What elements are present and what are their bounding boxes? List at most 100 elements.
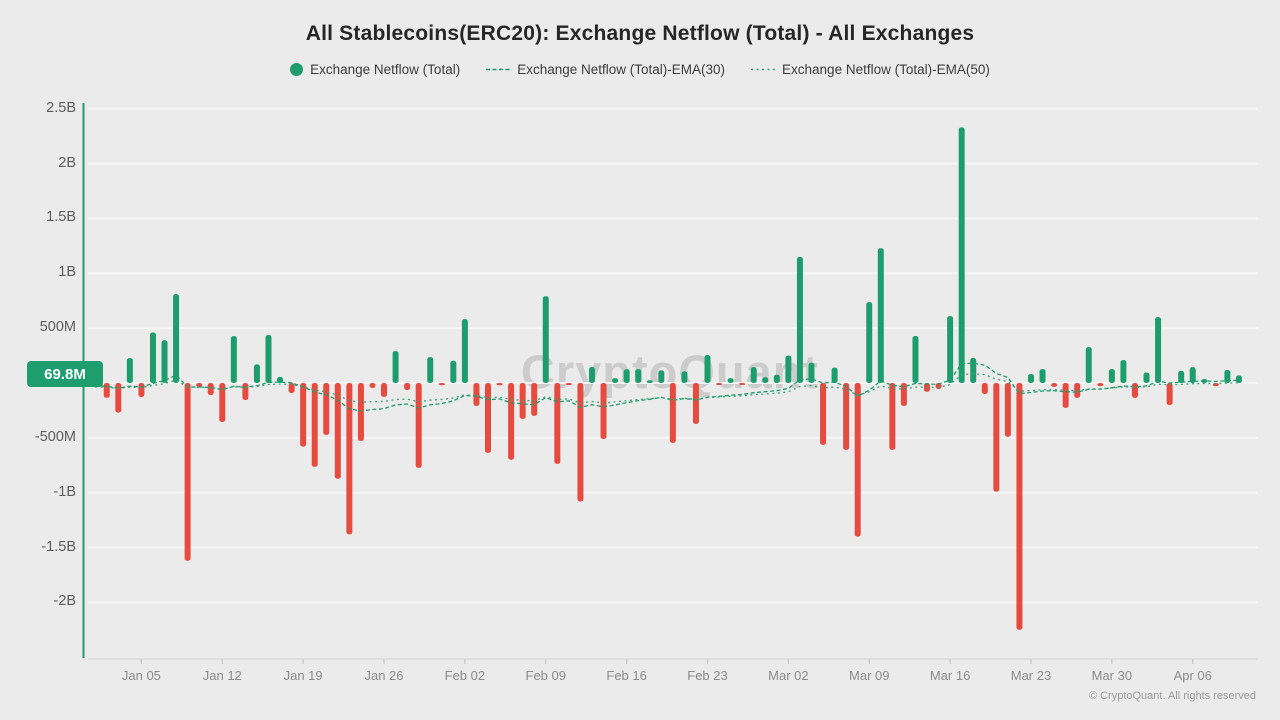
- netflow-bar[interactable]: [843, 383, 850, 450]
- netflow-bar[interactable]: [450, 360, 457, 383]
- netflow-bar[interactable]: [612, 378, 619, 383]
- netflow-bar[interactable]: [508, 383, 515, 460]
- netflow-bar[interactable]: [658, 370, 665, 383]
- y-tick-label: -2B: [53, 593, 76, 610]
- netflow-bar[interactable]: [126, 358, 133, 383]
- netflow-bar[interactable]: [1166, 383, 1173, 405]
- netflow-bar[interactable]: [912, 336, 919, 383]
- netflow-bar[interactable]: [785, 355, 792, 383]
- netflow-bar[interactable]: [866, 302, 873, 383]
- netflow-bar[interactable]: [357, 383, 364, 441]
- netflow-bar[interactable]: [1120, 360, 1127, 383]
- netflow-bar[interactable]: [1143, 372, 1150, 383]
- netflow-bar[interactable]: [958, 127, 965, 383]
- netflow-bar[interactable]: [831, 367, 838, 383]
- netflow-bar[interactable]: [681, 371, 688, 383]
- netflow-bar[interactable]: [704, 355, 711, 383]
- netflow-bar[interactable]: [138, 383, 145, 398]
- netflow-bar[interactable]: [346, 383, 353, 535]
- netflow-bar[interactable]: [635, 369, 642, 383]
- netflow-bar[interactable]: [542, 296, 549, 383]
- legend-item-ema30[interactable]: Exchange Netflow (Total)-EMA(30): [486, 62, 725, 77]
- netflow-bar[interactable]: [115, 383, 122, 413]
- netflow-bar[interactable]: [854, 383, 861, 537]
- netflow-bar[interactable]: [323, 383, 330, 435]
- netflow-bar[interactable]: [207, 383, 214, 396]
- netflow-bar[interactable]: [993, 383, 1000, 492]
- netflow-bar[interactable]: [1051, 383, 1058, 387]
- netflow-bar[interactable]: [392, 351, 399, 383]
- netflow-bar[interactable]: [219, 383, 226, 422]
- netflow-bar[interactable]: [1212, 383, 1219, 387]
- netflow-bar[interactable]: [820, 383, 827, 445]
- netflow-bar[interactable]: [1027, 374, 1034, 383]
- netflow-bar[interactable]: [485, 383, 492, 453]
- netflow-bar[interactable]: [438, 383, 445, 386]
- netflow-bar[interactable]: [230, 336, 237, 383]
- netflow-bar[interactable]: [981, 383, 988, 394]
- legend-item-netflow[interactable]: Exchange Netflow (Total): [290, 62, 460, 77]
- netflow-bar[interactable]: [750, 367, 757, 383]
- netflow-bar[interactable]: [1155, 317, 1162, 383]
- netflow-bar[interactable]: [1189, 367, 1196, 383]
- netflow-bar[interactable]: [1004, 383, 1011, 437]
- netflow-bar[interactable]: [381, 383, 388, 397]
- legend-item-ema50[interactable]: Exchange Netflow (Total)-EMA(50): [751, 62, 990, 77]
- netflow-bar[interactable]: [1235, 375, 1242, 383]
- netflow-bar[interactable]: [461, 319, 468, 383]
- netflow-bar[interactable]: [600, 383, 607, 439]
- latest-value-badge: 69.8M: [27, 361, 103, 387]
- netflow-bar[interactable]: [796, 256, 803, 383]
- netflow-bar[interactable]: [692, 383, 699, 424]
- netflow-bar[interactable]: [1085, 347, 1092, 383]
- netflow-bar[interactable]: [196, 383, 203, 387]
- netflow-bar[interactable]: [265, 335, 272, 383]
- netflow-bar[interactable]: [415, 383, 422, 468]
- netflow-bar[interactable]: [565, 383, 572, 385]
- netflow-bar[interactable]: [947, 316, 954, 383]
- y-tick-label: 1.5B: [46, 209, 76, 226]
- netflow-bar[interactable]: [242, 383, 249, 401]
- netflow-bar[interactable]: [473, 383, 480, 406]
- netflow-bar[interactable]: [1097, 383, 1104, 387]
- netflow-bar[interactable]: [334, 383, 341, 479]
- netflow-bar[interactable]: [161, 340, 168, 383]
- netflow-bar[interactable]: [311, 383, 318, 467]
- netflow-bar[interactable]: [727, 378, 734, 383]
- netflow-bar[interactable]: [288, 383, 295, 393]
- netflow-bar[interactable]: [808, 362, 815, 383]
- netflow-bar[interactable]: [1108, 369, 1115, 383]
- netflow-bar[interactable]: [762, 377, 769, 383]
- netflow-bar[interactable]: [427, 357, 434, 383]
- netflow-bar[interactable]: [369, 383, 376, 388]
- netflow-bar[interactable]: [1224, 370, 1231, 383]
- netflow-bar[interactable]: [300, 383, 307, 447]
- netflow-bar[interactable]: [184, 383, 191, 561]
- netflow-bar[interactable]: [1016, 383, 1023, 630]
- netflow-bar[interactable]: [669, 383, 676, 443]
- netflow-bar[interactable]: [253, 364, 260, 383]
- netflow-bar[interactable]: [623, 369, 630, 383]
- netflow-bar[interactable]: [531, 383, 538, 416]
- netflow-bar[interactable]: [173, 294, 180, 383]
- netflow-bar[interactable]: [739, 383, 746, 385]
- netflow-bar[interactable]: [1131, 383, 1138, 398]
- netflow-bar[interactable]: [773, 374, 780, 383]
- netflow-bar[interactable]: [716, 383, 723, 385]
- netflow-bar[interactable]: [149, 332, 156, 383]
- netflow-bar[interactable]: [1039, 369, 1046, 383]
- netflow-bar[interactable]: [1178, 370, 1185, 383]
- netflow-bar[interactable]: [877, 248, 884, 383]
- netflow-bar[interactable]: [646, 380, 653, 383]
- netflow-bar[interactable]: [103, 383, 110, 398]
- netflow-bar[interactable]: [577, 383, 584, 502]
- netflow-bar[interactable]: [935, 383, 942, 390]
- netflow-bar[interactable]: [404, 383, 411, 391]
- netflow-bar[interactable]: [970, 357, 977, 383]
- netflow-bar[interactable]: [889, 383, 896, 450]
- netflow-bar[interactable]: [588, 366, 595, 383]
- netflow-bar[interactable]: [554, 383, 561, 464]
- netflow-bar[interactable]: [496, 383, 503, 386]
- netflow-bar[interactable]: [1062, 383, 1069, 408]
